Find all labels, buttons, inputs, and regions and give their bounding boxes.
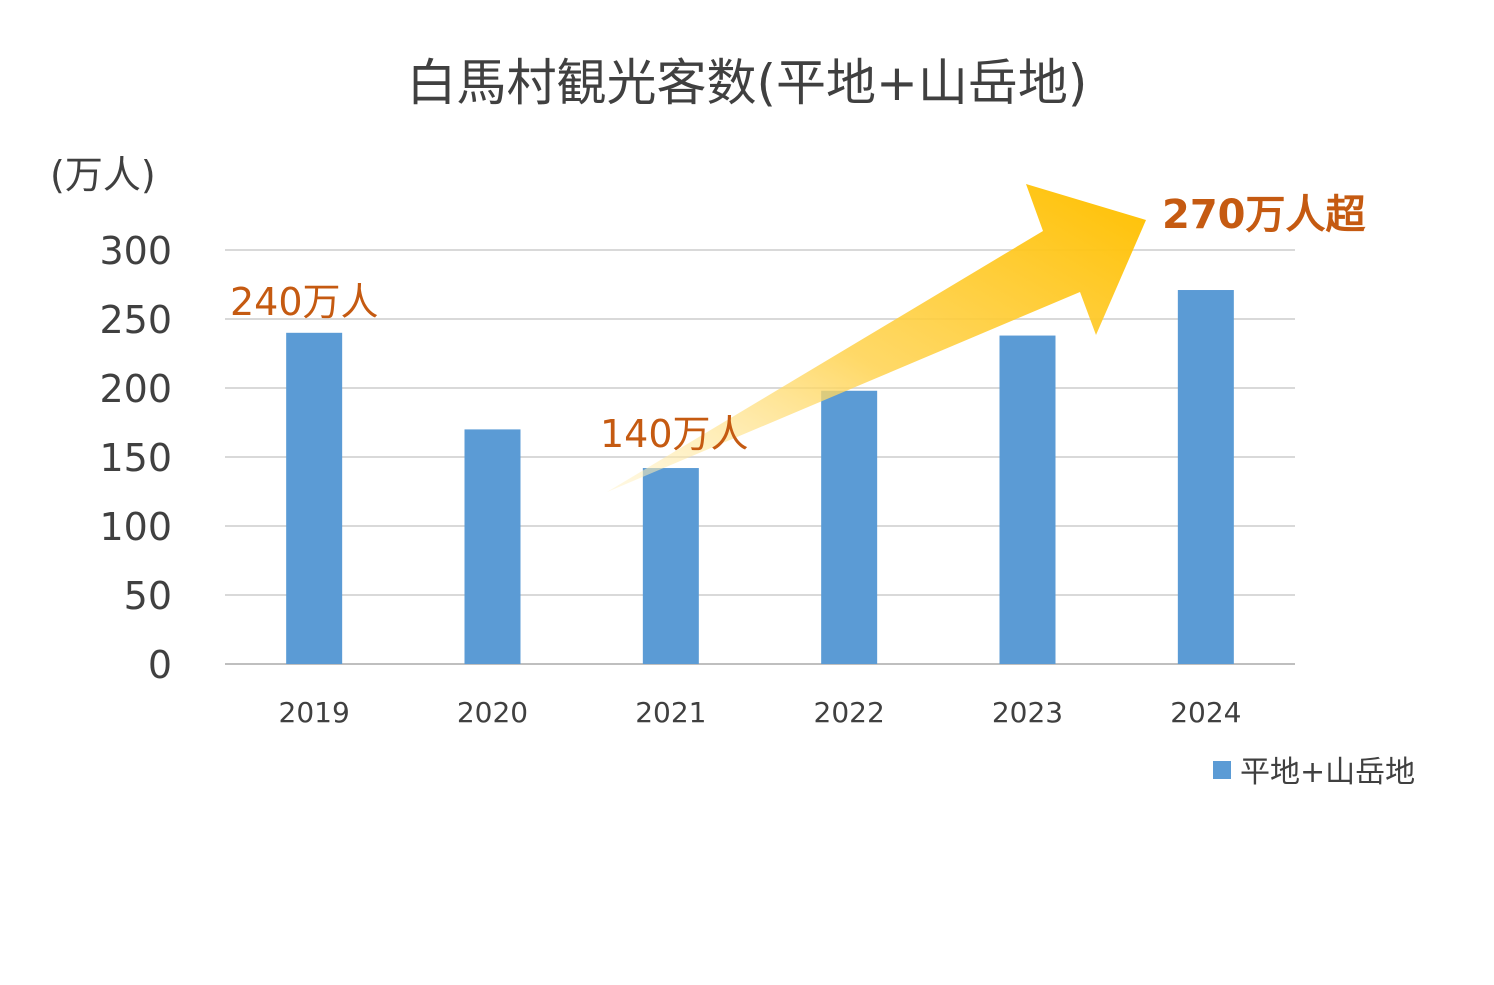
bar-series: [286, 290, 1234, 664]
chart-title: 白馬村観光客数(平地+山岳地): [407, 54, 1088, 112]
legend-swatch: [1213, 761, 1231, 779]
y-tick-label: 0: [148, 643, 172, 687]
x-axis-ticks: 2019 2020 2021 2022 2023 2024: [279, 696, 1242, 729]
legend: 平地+山岳地: [1213, 755, 1415, 790]
y-unit-label: (万人): [50, 153, 156, 197]
y-tick-label: 100: [99, 505, 172, 549]
y-tick-label: 250: [99, 298, 172, 342]
y-tick-label: 200: [99, 367, 172, 411]
bar-2019: [286, 332, 343, 664]
trend-arrow: [607, 184, 1146, 492]
y-axis-ticks: 0 50 100 150 200 250 300: [99, 229, 172, 687]
x-tick-label: 2022: [814, 696, 885, 729]
bar-2021: [642, 468, 699, 664]
x-tick-label: 2021: [635, 696, 706, 729]
bar-2020: [464, 429, 521, 664]
annotation-2019: 240万人: [230, 280, 379, 324]
x-tick-label: 2020: [457, 696, 528, 729]
bar-2022: [821, 390, 878, 664]
bar-2024: [1177, 290, 1234, 664]
bar-2023: [999, 335, 1056, 664]
legend-label: 平地+山岳地: [1240, 755, 1415, 790]
y-tick-label: 300: [99, 229, 172, 273]
x-tick-label: 2019: [279, 696, 350, 729]
gridlines: [225, 249, 1295, 665]
annotation-2021: 140万人: [600, 412, 749, 456]
x-tick-label: 2023: [992, 696, 1063, 729]
y-tick-label: 150: [99, 436, 172, 480]
y-tick-label: 50: [124, 574, 172, 618]
x-tick-label: 2024: [1170, 696, 1241, 729]
annotation-2024: 270万人超: [1162, 192, 1366, 238]
